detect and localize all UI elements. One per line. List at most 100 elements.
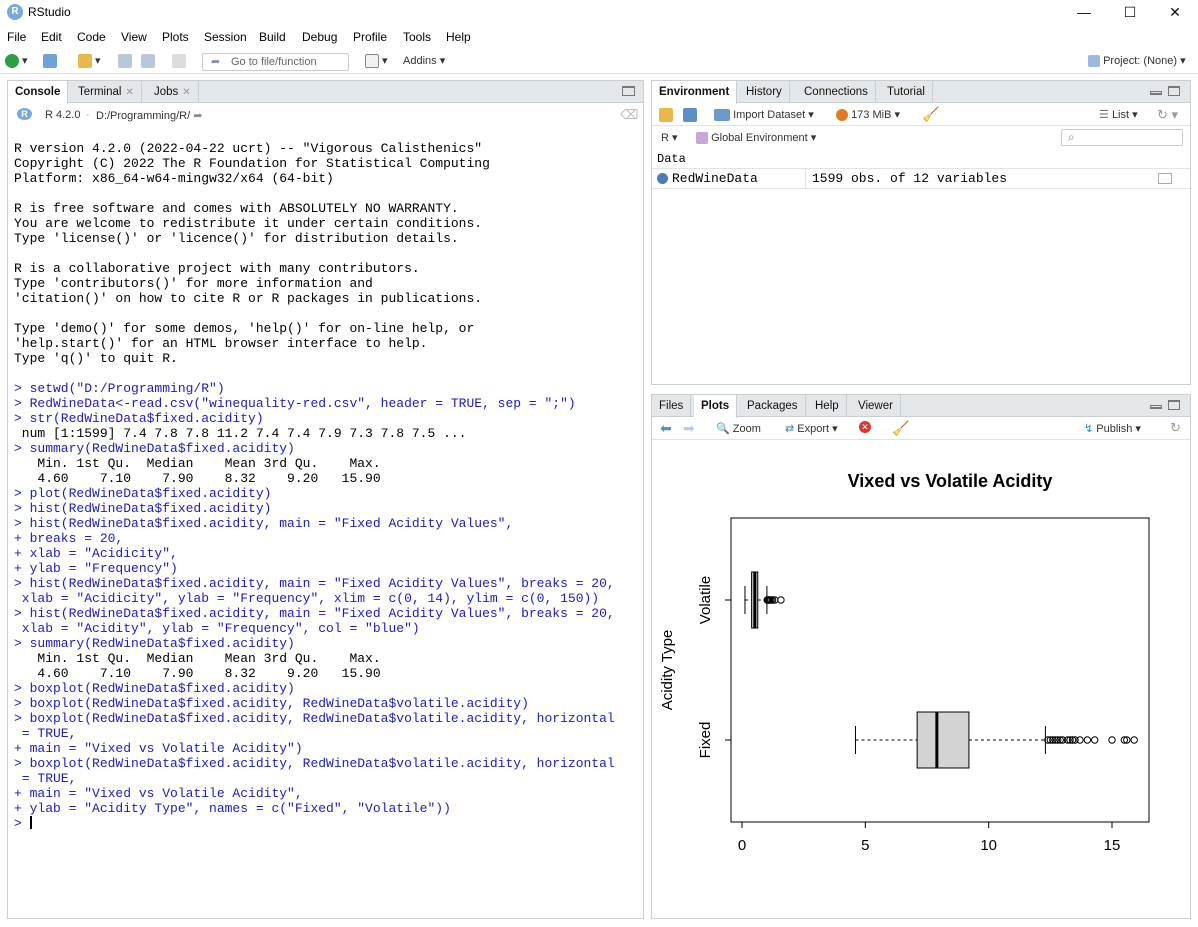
console-output-line: Type 'contributors()' for more informati… bbox=[14, 276, 373, 291]
list-icon: ☰ bbox=[1099, 109, 1109, 121]
zoom-button[interactable]: 🔍 Zoom bbox=[716, 422, 761, 435]
menu-session[interactable]: Session bbox=[204, 30, 247, 44]
menu-edit[interactable]: Edit bbox=[41, 30, 62, 44]
console-input-line: + ylab = "Acidity Type", names = c("Fixe… bbox=[14, 801, 451, 816]
menu-build[interactable]: Build bbox=[259, 30, 286, 44]
grid-layout-icon[interactable]: ▾ bbox=[365, 54, 388, 69]
menu-view[interactable]: View bbox=[121, 30, 147, 44]
broom-icon[interactable]: 🧹 bbox=[922, 106, 940, 122]
import-dataset-button[interactable]: Import Dataset ▾ bbox=[714, 108, 814, 122]
console-input-line: > str(RedWineData$fixed.acidity) bbox=[14, 411, 264, 426]
text-cursor bbox=[29, 816, 32, 829]
tab-history[interactable]: History bbox=[739, 81, 790, 103]
outlier-point bbox=[1108, 736, 1116, 744]
save-workspace-icon[interactable] bbox=[683, 108, 697, 122]
goto-directory-icon[interactable]: ➦ bbox=[193, 110, 203, 122]
minimize-icon[interactable]: — bbox=[1077, 4, 1091, 20]
view-mode-dropdown[interactable]: ☰ List ▾ bbox=[1099, 109, 1138, 121]
memory-usage-label: 173 MiB bbox=[851, 109, 892, 121]
outlier-point bbox=[1054, 736, 1062, 744]
console-output-line: Min. 1st Qu. Median Mean 3rd Qu. Max. bbox=[14, 651, 389, 666]
tab-packages[interactable]: Packages bbox=[740, 395, 806, 417]
console-input-line: + main = "Vixed vs Volatile Acidity") bbox=[14, 741, 303, 756]
r-version: R 4.2.0 bbox=[45, 109, 81, 121]
tab-plots[interactable]: Plots bbox=[694, 395, 738, 418]
open-file-icon[interactable]: ▾ bbox=[78, 54, 101, 69]
new-file-icon[interactable]: ▾ bbox=[5, 54, 28, 69]
tab-environment[interactable]: Environment bbox=[652, 81, 738, 104]
clear-console-icon[interactable]: ⌫ bbox=[620, 107, 639, 122]
close-tab-icon[interactable]: ✕ bbox=[182, 87, 191, 98]
back-arrow-icon[interactable]: ⬅ bbox=[660, 420, 672, 436]
outlier-point bbox=[1056, 736, 1064, 744]
scope-dropdown[interactable]: Global Environment ▾ bbox=[696, 131, 816, 145]
maximize-pane-icon[interactable] bbox=[1168, 400, 1180, 410]
save-all-icon[interactable] bbox=[141, 54, 155, 68]
menu-plots[interactable]: Plots bbox=[162, 30, 189, 44]
menu-help[interactable]: Help bbox=[446, 30, 471, 44]
console-prompt[interactable]: > bbox=[14, 816, 615, 831]
publish-button[interactable]: ↯ Publish ▾ bbox=[1084, 423, 1141, 435]
project-menu[interactable]: Project: (None) ▾ bbox=[1088, 54, 1186, 68]
console-output[interactable]: R version 4.2.0 (2022-04-22 ucrt) -- "Vi… bbox=[14, 141, 615, 831]
environment-search-input[interactable]: ⌕ bbox=[1061, 129, 1183, 146]
working-directory[interactable]: D:/Programming/R/ ➦ bbox=[96, 109, 202, 122]
outlier-point bbox=[1083, 736, 1092, 744]
outlier-point bbox=[1120, 736, 1129, 744]
print-icon[interactable] bbox=[172, 54, 186, 68]
console-output-line: 4.60 7.10 7.90 8.32 9.20 15.90 bbox=[14, 666, 389, 681]
restore-pane-icon[interactable] bbox=[622, 86, 635, 96]
new-project-icon[interactable] bbox=[43, 54, 57, 68]
outlier-point bbox=[1058, 736, 1067, 744]
console-input-line: > hist(RedWineData$fixed.acidity) bbox=[14, 501, 272, 516]
boxplot-chart: Vixed vs Volatile Acidity 0 5 10 15 Acidity T… bbox=[659, 471, 1150, 854]
close-tab-icon[interactable]: ✕ bbox=[125, 87, 134, 98]
environment-row[interactable]: RedWineData 1599 obs. of 12 variables bbox=[652, 169, 1190, 189]
tab-console[interactable]: Console bbox=[8, 81, 69, 104]
close-icon[interactable]: ✕ bbox=[1169, 4, 1181, 20]
export-button[interactable]: ⇄ Export ▾ bbox=[785, 423, 838, 435]
menu-bar: File Edit Code View Plots Session Build Debug Pr… bbox=[0, 28, 1198, 48]
outlier-point bbox=[1051, 736, 1059, 744]
tab-help[interactable]: Help bbox=[808, 395, 847, 417]
minimize-pane-icon[interactable] bbox=[1150, 91, 1162, 95]
refresh-plot-icon[interactable]: ↻ bbox=[1170, 420, 1181, 435]
menu-debug[interactable]: Debug bbox=[302, 30, 338, 44]
remove-plot-icon[interactable]: ✕ bbox=[859, 421, 871, 433]
console-input-line: + xlab = "Acidicity", bbox=[14, 546, 178, 561]
menu-tools[interactable]: Tools bbox=[403, 30, 432, 44]
console-output-line: Min. 1st Qu. Median Mean 3rd Qu. Max. bbox=[14, 456, 389, 471]
forward-arrow-icon[interactable]: ➡ bbox=[683, 420, 695, 436]
zoom-label: Zoom bbox=[732, 423, 761, 435]
tab-files[interactable]: Files bbox=[652, 395, 692, 417]
save-icon[interactable] bbox=[118, 54, 132, 68]
menu-code[interactable]: Code bbox=[77, 30, 106, 44]
tab-tutorial[interactable]: Tutorial bbox=[880, 81, 933, 103]
tab-environment-label: Environment bbox=[659, 86, 730, 98]
maximize-pane-icon[interactable] bbox=[1168, 86, 1180, 96]
rstudio-logo-icon: R bbox=[7, 4, 23, 20]
environment-scope-bar: R ▾ Global Environment ▾ ⌕ bbox=[652, 127, 1190, 149]
view-table-icon[interactable] bbox=[1158, 173, 1172, 184]
tab-connections[interactable]: Connections bbox=[797, 81, 876, 103]
expand-row-icon[interactable] bbox=[657, 173, 668, 184]
tab-terminal[interactable]: Terminal ✕ bbox=[71, 81, 142, 103]
outlier-point bbox=[768, 596, 777, 604]
console-output-line: Type 'license()' or 'licence()' for dist… bbox=[14, 231, 459, 246]
menu-profile[interactable]: Profile bbox=[353, 30, 388, 44]
goto-placeholder: Go to file/function bbox=[231, 56, 317, 68]
tab-viewer-label: Viewer bbox=[858, 400, 893, 412]
menu-file[interactable]: File bbox=[7, 30, 27, 44]
tab-viewer[interactable]: Viewer bbox=[851, 395, 901, 417]
addins-menu[interactable]: Addins ▾ bbox=[403, 55, 446, 67]
maximize-icon[interactable]: ☐ bbox=[1123, 4, 1137, 20]
language-dropdown[interactable]: R ▾ bbox=[661, 132, 678, 144]
tab-jobs[interactable]: Jobs ✕ bbox=[147, 81, 199, 103]
memory-usage-button[interactable]: 173 MiB ▾ bbox=[836, 108, 900, 122]
goto-file-input[interactable]: ➦ Go to file/function bbox=[202, 53, 349, 71]
minimize-pane-icon[interactable] bbox=[1150, 405, 1162, 409]
open-folder-icon[interactable] bbox=[659, 108, 673, 122]
broom-icon[interactable]: 🧹 bbox=[892, 420, 910, 436]
tab-jobs-label: Jobs bbox=[154, 86, 179, 98]
refresh-icon[interactable]: ↻ ▾ bbox=[1157, 107, 1179, 122]
